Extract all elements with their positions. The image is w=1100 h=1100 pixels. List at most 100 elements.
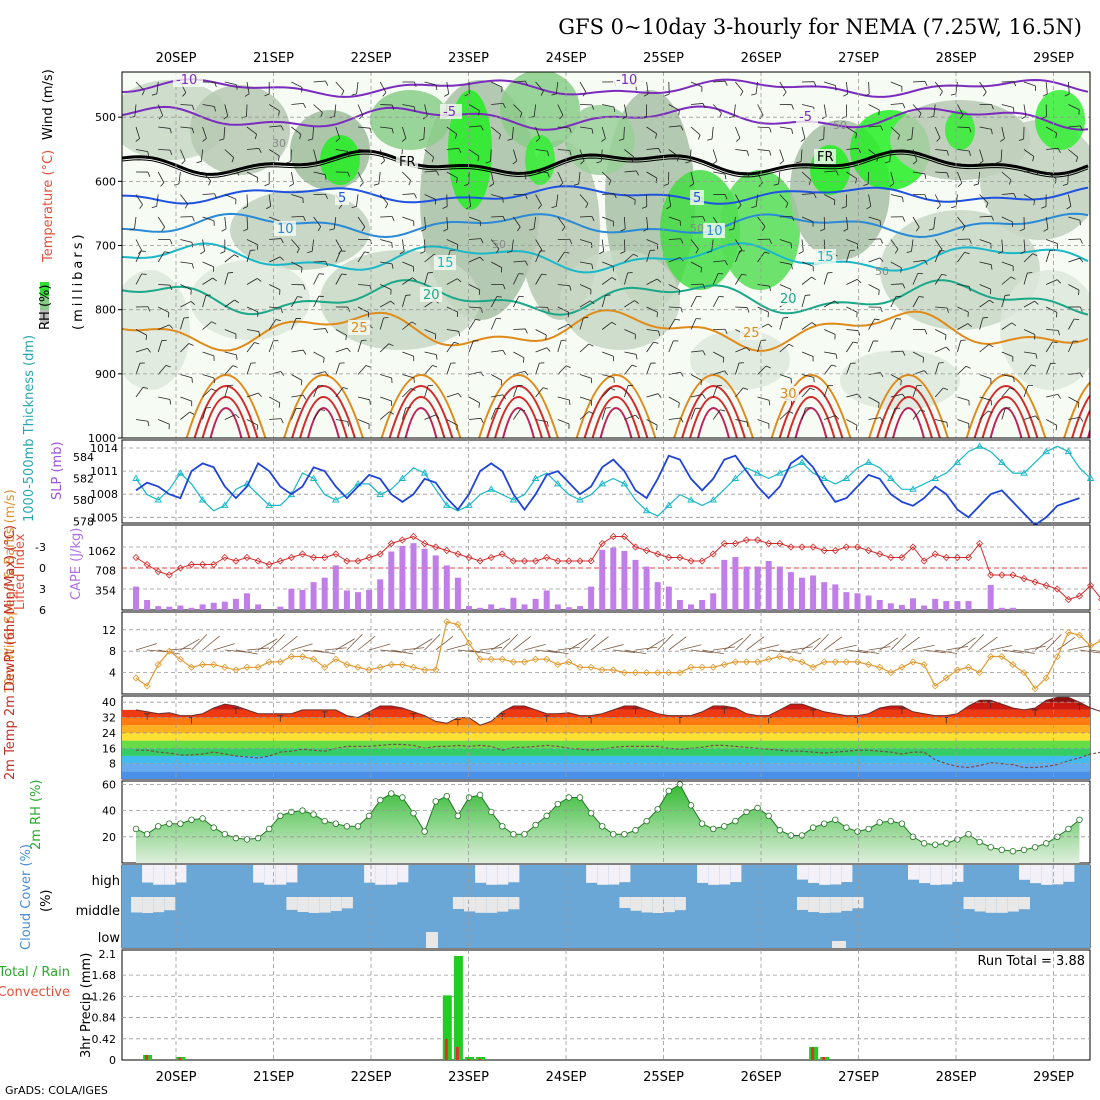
wind-barb (446, 342, 455, 353)
surface-wind-barb (413, 638, 433, 651)
wind-speed-marker (509, 658, 517, 666)
wind-barb (846, 363, 851, 375)
wind-barb-flag (455, 133, 458, 139)
slp-tick-label: 1008 (90, 488, 118, 501)
wind-barb (246, 239, 258, 246)
wind-barb (468, 417, 481, 420)
wind-speed-marker (754, 658, 762, 666)
wind-speed-marker (887, 669, 895, 677)
wind-barb (623, 126, 625, 140)
wind-barb-flag (843, 228, 849, 232)
cloud-bars (122, 865, 1090, 948)
wind-barb-flag (569, 127, 572, 133)
cape-bar (876, 599, 883, 610)
wind-barb-flag (769, 150, 772, 156)
wind-barb-flag (389, 411, 394, 415)
wind-speed-marker (1064, 628, 1072, 637)
high-cloud-gap (286, 865, 298, 883)
wind-barb-flag (680, 238, 684, 244)
wind-barb-flag (545, 334, 547, 341)
lifted-index-marker (776, 539, 784, 548)
wind-barb (313, 273, 320, 285)
wind-barb-flag (1032, 253, 1038, 257)
wind-barb (379, 343, 390, 353)
lifted-index-marker (332, 550, 340, 558)
wind-barb-flag (968, 150, 971, 156)
wind-barb (601, 388, 611, 398)
surface-wind-barb (1057, 636, 1076, 651)
wind-barb-flag (655, 178, 658, 184)
boundary-temperature-contour (1063, 381, 1090, 438)
wind-barb-flag (724, 81, 728, 86)
boundary-temperature-contour (591, 396, 641, 438)
wind-barb (579, 284, 592, 290)
wind-barb-flag (546, 347, 551, 352)
wind-barb (779, 284, 791, 290)
wind-barb (424, 329, 436, 335)
lifted-index-marker (720, 539, 728, 548)
surface-wind-barb (690, 649, 713, 654)
surface-wind-barb (935, 649, 957, 654)
contour-label: 5 (338, 191, 346, 206)
wind-barb-flag (324, 174, 327, 180)
surface-wind-barb (280, 635, 298, 651)
lifted-index-marker (842, 543, 850, 551)
thickness-tick-label: 582 (73, 473, 94, 486)
lifted-index-marker (421, 539, 429, 548)
wind-speed-marker (1053, 652, 1061, 661)
surface-wind-barb (879, 637, 899, 651)
thickness-marker (975, 442, 984, 449)
lifted-index-marker (809, 543, 817, 551)
boundary-temperature-contour (502, 407, 535, 438)
wind-barb-flag (920, 409, 926, 412)
cape-bar (865, 595, 872, 610)
wind-barb-flag (998, 251, 1003, 255)
rh-marker (510, 830, 517, 838)
wind-barb (468, 104, 480, 111)
wind-barb (646, 363, 652, 375)
cape-bar (499, 607, 506, 610)
wind-barb-flag (746, 307, 750, 313)
rh-contour-label: 50 (875, 265, 889, 278)
wind-barb-flag (147, 171, 151, 177)
wind-speed-marker (609, 666, 617, 674)
wind-barb-flag (431, 157, 435, 163)
rh-marker (388, 790, 395, 797)
cape-bar (821, 582, 828, 610)
wind-speed-marker (576, 663, 584, 671)
wind-barb-flag (342, 387, 348, 390)
wind-speed-marker (243, 663, 251, 671)
boundary-temperature-contour (868, 374, 949, 438)
wind-barb-flag (631, 364, 637, 368)
wind-barb (868, 238, 881, 240)
wind-barb-flag (480, 125, 484, 131)
surface-wind-barb (490, 638, 511, 651)
high-cloud-gap (952, 865, 964, 882)
wind-barb-flag (957, 182, 963, 187)
bottom-date-label: 23SEP (448, 1070, 489, 1085)
wind-barb-flag (347, 172, 350, 178)
surface-wind-barb (1068, 645, 1091, 651)
temp-color-band (122, 748, 1090, 756)
wind-barb-flag (741, 273, 747, 276)
temp-tick-label: 8 (109, 758, 116, 771)
wind-barb-flag (169, 128, 172, 134)
wind-barb-flag (507, 138, 513, 141)
wind-barb-flag (280, 125, 284, 131)
high-cloud-gap (497, 865, 509, 885)
high-cloud-gap (486, 865, 498, 885)
wind-barb (846, 126, 857, 134)
wind-barb-flag (945, 346, 950, 351)
wind-barb (757, 396, 770, 401)
surface-wind-barb (801, 637, 821, 651)
wind-barb (690, 350, 703, 353)
surface-wind-barb (857, 649, 880, 654)
rh-area (565, 105, 635, 175)
cape-bar (232, 598, 239, 610)
boundary-temperature-contour (404, 407, 438, 438)
wind-barb (690, 103, 703, 105)
wind-speed-marker (587, 663, 595, 671)
contour-label: 20 (423, 288, 440, 303)
wind-barb-flag (382, 92, 387, 97)
